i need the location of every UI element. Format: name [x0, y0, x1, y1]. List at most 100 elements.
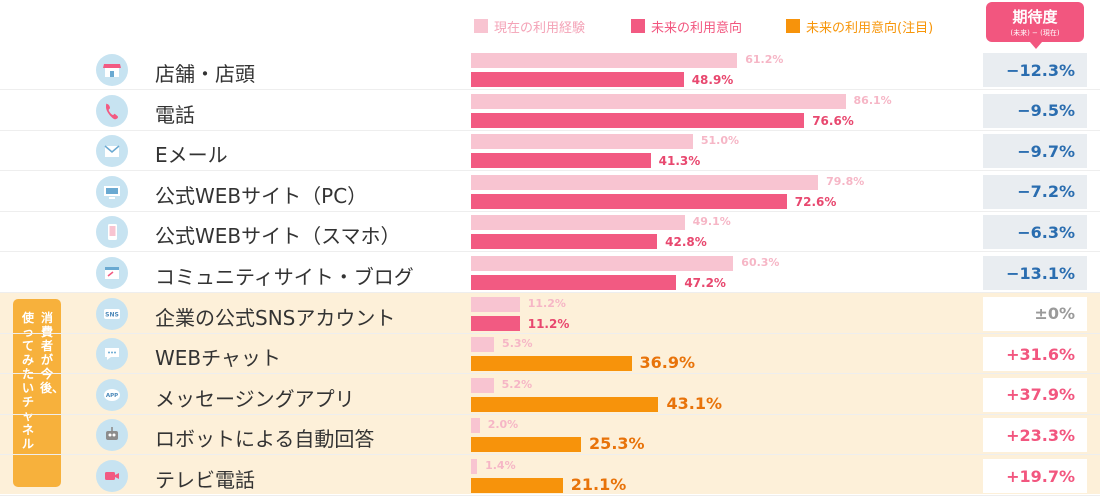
chart-row: 公式WEBサイト（PC） 79.8% 72.6% −7.2% — [0, 172, 1100, 212]
expectation-header-subtitle: (未来) − (現在) — [1010, 29, 1060, 37]
row-separator — [0, 210, 1100, 212]
bar-future — [471, 112, 805, 128]
chart-row: APP メッセージングアプリ 5.2% 43.1% +37.9% — [0, 375, 1100, 415]
video-call-icon — [96, 460, 128, 492]
legend-future-swatch — [631, 19, 645, 33]
legend-future: 未来の利用意向 — [631, 17, 742, 36]
bar-current — [471, 215, 685, 231]
bar-current — [471, 418, 480, 434]
value-label-current: 51.0% — [700, 134, 740, 148]
expectation-value: +31.6% — [983, 337, 1087, 372]
value-label-future: 72.6% — [794, 194, 837, 209]
category-label: テレビ電話 — [155, 468, 255, 492]
value-label-current: 11.2% — [527, 296, 566, 310]
legend-current-label: 現在の利用経験 — [494, 20, 586, 36]
value-label-future: 48.9% — [691, 73, 734, 87]
category-label: Eメール — [155, 143, 228, 168]
expectation-value: −13.1% — [983, 256, 1087, 290]
legend-current-swatch — [474, 19, 488, 33]
chart-row: 公式WEBサイト（スマホ） 49.1% 42.8% −6.3% — [0, 212, 1100, 253]
smartphone-icon — [96, 216, 128, 249]
expectation-value: −7.2% — [983, 174, 1087, 209]
bar-current — [471, 459, 478, 474]
bar-future — [471, 396, 659, 412]
store-icon — [96, 54, 128, 86]
expectation-header-title: 期待度 — [1012, 8, 1058, 26]
expectation-value: −9.7% — [983, 134, 1087, 169]
value-label-future: 42.8% — [665, 235, 707, 250]
category-label: コミュニティサイト・ブログ — [155, 265, 414, 289]
legend-future-focus: 未来の利用意向(注目) — [786, 17, 933, 36]
chart-row: ロボットによる自動回答 2.0% 25.3% +23.3% — [0, 415, 1100, 456]
value-label-current: 79.8% — [826, 174, 865, 188]
chart-row: SNS 企業の公式SNSアカウント 11.2% 11.2% ±0% — [0, 294, 1100, 334]
row-separator — [0, 332, 1100, 334]
category-label: 電話 — [155, 102, 195, 127]
expectation-value: ±0% — [983, 296, 1087, 331]
svg-text:APP: APP — [106, 393, 118, 399]
chart-row: コミュニティサイト・ブログ 60.3% 47.2% −13.1% — [0, 253, 1100, 293]
robot-icon — [96, 419, 128, 452]
category-label: WEBチャット — [155, 346, 281, 371]
value-label-current: 1.4% — [485, 459, 516, 472]
value-label-future: 25.3% — [589, 434, 645, 454]
row-separator — [0, 292, 1100, 293]
bar-future — [471, 315, 520, 331]
pc-icon — [96, 175, 128, 208]
bar-current — [471, 134, 693, 150]
chat-icon — [96, 338, 128, 371]
expectation-header: 期待度 (未来) − (現在) — [986, 2, 1084, 49]
bar-current — [471, 256, 734, 271]
value-label-future: 43.1% — [666, 393, 722, 413]
chart-row: Eメール 51.0% 41.3% −9.7% — [0, 131, 1100, 172]
expectation-value: +19.7% — [983, 459, 1087, 493]
value-label-current: 86.1% — [853, 93, 892, 107]
bar-current — [471, 93, 846, 109]
expectation-value: −6.3% — [983, 215, 1087, 250]
bar-current — [471, 174, 819, 190]
value-label-current: 5.2% — [501, 377, 533, 391]
expectation-value: −9.5% — [983, 93, 1087, 128]
value-label-future: 41.3% — [658, 154, 701, 169]
row-separator — [0, 129, 1100, 131]
value-label-current: 61.2% — [745, 53, 784, 66]
bar-future — [471, 153, 651, 169]
value-label-future: 36.9% — [639, 353, 696, 373]
sns-icon: SNS — [96, 297, 128, 330]
row-separator — [0, 170, 1100, 172]
value-label-current: 2.0% — [487, 418, 519, 432]
expectation-value: −12.3% — [983, 53, 1087, 87]
row-separator — [0, 373, 1100, 375]
row-separator — [0, 413, 1100, 415]
bar-future — [471, 356, 632, 372]
app-icon: APP — [96, 378, 128, 411]
category-label: メッセージングアプリ — [155, 386, 355, 411]
phone-icon — [96, 94, 128, 127]
bar-future — [471, 234, 658, 250]
value-label-current: 60.3% — [741, 256, 780, 269]
value-label-future: 76.6% — [812, 113, 854, 128]
row-separator — [0, 454, 1100, 456]
bar-future — [471, 72, 684, 87]
value-label-current: 5.3% — [502, 337, 533, 351]
bar-current — [471, 377, 494, 393]
expectation-value: +37.9% — [983, 377, 1087, 412]
value-label-future: 11.2% — [527, 316, 570, 331]
bar-current — [471, 53, 738, 68]
value-label-future: 47.2% — [684, 276, 726, 290]
category-label: ロボットによる自動回答 — [155, 427, 375, 452]
category-label: 公式WEBサイト（スマホ） — [155, 224, 401, 249]
chart-row: 店舗・店頭 61.2% 48.9% −12.3% — [0, 50, 1100, 90]
chart-row: 電話 86.1% 76.6% −9.5% — [0, 91, 1100, 131]
value-label-current: 49.1% — [692, 215, 731, 229]
bar-future — [471, 193, 787, 209]
bar-future — [471, 275, 677, 290]
blog-icon — [96, 257, 128, 289]
legend-future-focus-swatch — [786, 19, 800, 33]
row-separator — [0, 251, 1100, 253]
chart-row: WEBチャット 5.3% 36.9% +31.6% — [0, 334, 1100, 375]
bar-future — [471, 437, 582, 453]
bar-current — [471, 337, 495, 353]
expectation-value: +23.3% — [983, 418, 1087, 453]
